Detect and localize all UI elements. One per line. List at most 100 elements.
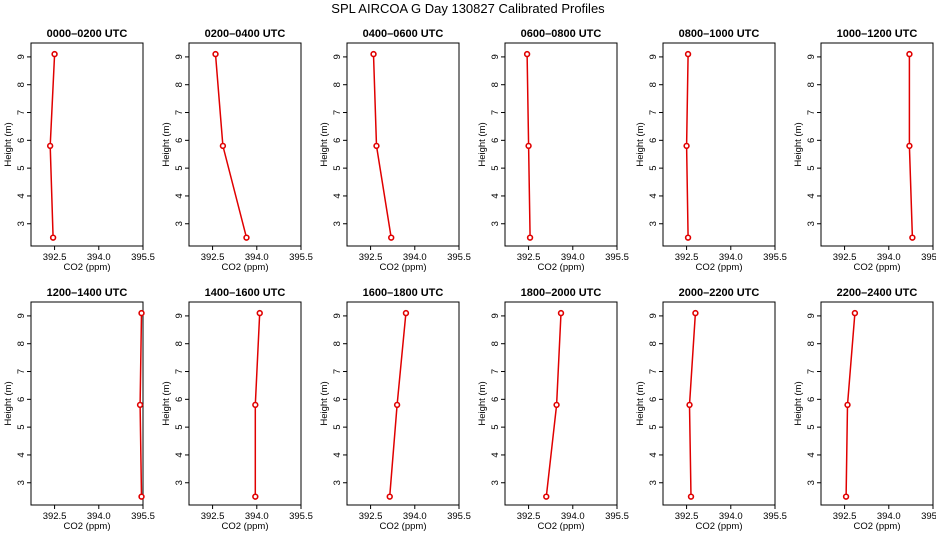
panel-title: 1400–1600 UTC [205, 287, 286, 299]
y-tick-label: 5 [490, 424, 501, 429]
panel-title: 0800–1000 UTC [679, 28, 760, 40]
panel-title: 1000–1200 UTC [837, 28, 918, 40]
profile-panel: 2000–2200 UTC 3 4 5 6 7 8 9 392.5 394.0 395.5 CO2 (… [635, 287, 787, 532]
y-tick-label: 7 [490, 369, 501, 374]
y-tick-label: 7 [332, 369, 343, 374]
x-axis-label: CO2 (ppm) [696, 262, 743, 273]
x-tick-label: 394.0 [87, 511, 111, 522]
y-tick-label: 6 [806, 138, 817, 143]
x-tick-label: 395.5 [921, 511, 936, 522]
y-tick-label: 9 [806, 313, 817, 318]
y-tick-label: 7 [332, 110, 343, 115]
co2-data-point [49, 234, 57, 241]
plot-frame [30, 301, 144, 506]
y-tick-label: 3 [174, 221, 185, 226]
plot-frame [820, 42, 934, 247]
plot-frame [188, 301, 302, 506]
y-tick-label: 6 [806, 397, 817, 402]
co2-data-point [386, 493, 393, 500]
plot-frame [188, 42, 302, 247]
y-tick-label: 3 [174, 480, 185, 485]
x-tick-label: 392.5 [43, 252, 67, 263]
y-tick-label: 9 [174, 54, 185, 59]
co2-data-point [219, 142, 227, 150]
x-tick-label: 392.5 [675, 511, 699, 522]
co2-data-point [909, 234, 916, 241]
x-tick-label: 395.5 [447, 252, 471, 263]
y-tick-label: 7 [806, 369, 817, 374]
y-tick-label: 7 [174, 110, 185, 115]
y-tick-label: 8 [490, 341, 501, 346]
y-tick-label: 4 [332, 452, 343, 457]
profile-panel: 1800–2000 UTC 3 4 5 6 7 8 9 392.5 394.0 395.5 CO2 (… [477, 287, 629, 532]
x-axis-label: CO2 (ppm) [854, 521, 901, 532]
y-tick-label: 8 [806, 341, 817, 346]
x-tick-label: 394.0 [877, 511, 901, 522]
co2-data-point [138, 309, 145, 317]
y-tick-label: 7 [806, 110, 817, 115]
y-tick-label: 3 [648, 221, 659, 226]
y-tick-label: 6 [490, 397, 501, 402]
y-tick-label: 6 [174, 397, 185, 402]
y-tick-label: 8 [16, 341, 27, 346]
co2-data-point [388, 234, 395, 241]
y-tick-label: 9 [806, 54, 817, 59]
x-tick-label: 392.5 [517, 511, 541, 522]
x-axis-label: CO2 (ppm) [222, 262, 269, 273]
co2-data-point [683, 142, 690, 150]
co2-data-point [373, 142, 380, 150]
x-tick-label: 394.0 [719, 511, 743, 522]
co2-data-point [136, 401, 144, 409]
y-tick-label: 7 [16, 369, 27, 374]
x-axis-label: CO2 (ppm) [64, 262, 111, 273]
y-tick-label: 8 [16, 82, 27, 87]
profile-panel: 0800–1000 UTC 3 4 5 6 7 8 9 392.5 394.0 395.5 CO2 (… [635, 28, 787, 273]
y-axis-label: Height (m) [635, 381, 646, 425]
panel-title: 1200–1400 UTC [47, 287, 128, 299]
y-tick-label: 6 [174, 138, 185, 143]
y-tick-label: 9 [16, 313, 27, 318]
plot-frame [662, 301, 776, 506]
y-tick-label: 9 [490, 313, 501, 318]
co2-data-point [543, 493, 550, 500]
x-axis-label: CO2 (ppm) [696, 521, 743, 532]
y-tick-label: 5 [806, 424, 817, 429]
co2-data-point [370, 50, 377, 58]
co2-data-point [523, 50, 531, 58]
y-tick-label: 6 [16, 138, 27, 143]
co2-data-point [906, 142, 913, 150]
y-tick-label: 4 [16, 193, 27, 198]
y-tick-label: 8 [648, 82, 659, 87]
y-tick-label: 3 [806, 480, 817, 485]
x-tick-label: 394.0 [719, 252, 743, 263]
x-tick-label: 392.5 [359, 511, 383, 522]
y-tick-label: 8 [806, 82, 817, 87]
y-axis-label: Height (m) [3, 381, 14, 425]
co2-data-point [851, 309, 859, 317]
profile-panel: 1200–1400 UTC 3 4 5 6 7 8 9 392.5 394.0 395.5 CO2 (… [3, 287, 155, 532]
co2-data-point [243, 234, 250, 241]
x-tick-label: 395.5 [131, 252, 155, 263]
co2-data-point [525, 142, 532, 150]
co2-data-point [906, 50, 913, 58]
y-tick-label: 7 [648, 369, 659, 374]
y-tick-label: 5 [806, 165, 817, 170]
x-tick-label: 394.0 [877, 252, 901, 263]
co2-data-point [692, 309, 699, 317]
x-tick-label: 392.5 [517, 252, 541, 263]
panel-title: 1600–1800 UTC [363, 287, 444, 299]
y-axis-label: Height (m) [319, 381, 330, 425]
y-tick-label: 4 [490, 452, 501, 457]
y-tick-label: 9 [490, 54, 501, 59]
y-tick-label: 4 [490, 193, 501, 198]
x-tick-label: 394.0 [87, 252, 111, 263]
y-tick-label: 8 [648, 341, 659, 346]
y-axis-label: Height (m) [161, 122, 172, 166]
co2-data-point [844, 401, 851, 409]
x-tick-label: 392.5 [833, 252, 857, 263]
profile-panel: 0200–0400 UTC 3 4 5 6 7 8 9 392.5 394.0 395.5 CO2 (… [161, 28, 313, 273]
y-tick-label: 5 [648, 165, 659, 170]
x-tick-label: 394.0 [403, 511, 427, 522]
co2-data-point [256, 309, 263, 317]
y-axis-label: Height (m) [477, 122, 488, 166]
